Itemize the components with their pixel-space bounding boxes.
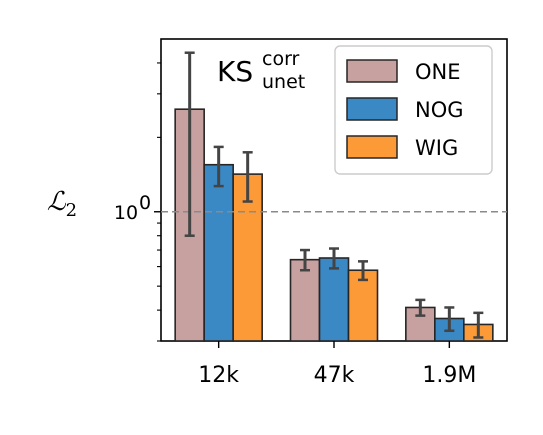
bar-nog-1 <box>318 257 350 342</box>
legend-swatch-one <box>346 59 398 83</box>
bar-wig-1 <box>347 269 379 342</box>
x-tick-label-2: 1.9M <box>422 363 476 388</box>
y-axis-label-subscript: 2 <box>66 200 77 221</box>
annotation-superscript: corr <box>262 48 300 70</box>
y-ticks: 10 0 <box>114 62 161 342</box>
annotation: KS <box>217 55 253 88</box>
x-tick-label-0: 12k <box>198 363 239 388</box>
bar-one-1 <box>289 258 321 342</box>
y-axis-label: ℒ2 <box>47 187 77 221</box>
x-tick-label-1: 47k <box>314 363 355 388</box>
legend-label-wig: WIG <box>415 136 458 160</box>
error-bars <box>184 51 484 339</box>
y-tick-label-exponent-0: 0 <box>139 192 151 214</box>
legend: ONE NOG WIG <box>334 45 493 175</box>
legend-label-one: ONE <box>415 60 461 84</box>
bar-nog-0 <box>203 163 234 342</box>
annotation-subscript: unet <box>262 71 305 93</box>
legend-swatch-nog <box>346 97 398 121</box>
x-ticks: 12k 47k 1.9M <box>198 341 476 388</box>
legend-label-nog: NOG <box>415 98 464 122</box>
y-tick-label-0: 10 <box>114 202 138 224</box>
legend-swatch-wig <box>346 135 398 159</box>
